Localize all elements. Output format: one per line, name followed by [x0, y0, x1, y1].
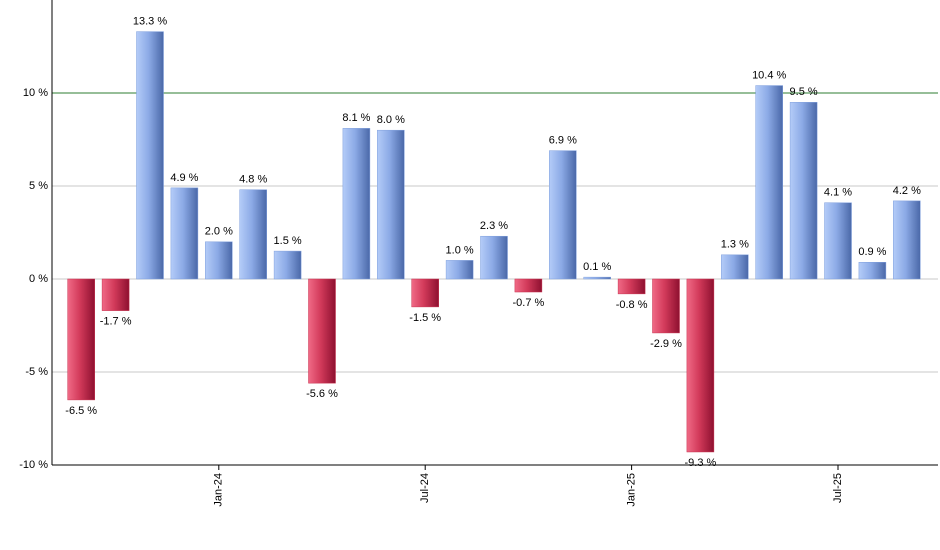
x-tick-label: Jul-25 — [832, 473, 844, 503]
data-label: 1.5 % — [274, 235, 302, 247]
bar — [342, 128, 371, 280]
bar — [67, 278, 95, 401]
data-label: 8.1 % — [342, 112, 370, 124]
data-label: 1.3 % — [721, 239, 749, 251]
data-label: 0.1 % — [583, 261, 611, 273]
bar — [170, 187, 199, 280]
data-label: -9.3 % — [685, 457, 717, 469]
bar — [652, 278, 680, 334]
data-label: 2.3 % — [480, 220, 508, 232]
data-label: 4.1 % — [824, 187, 852, 199]
data-label: -5.6 % — [306, 388, 338, 400]
y-tick-label: 5 % — [29, 180, 48, 192]
y-tick-label: 10 % — [23, 87, 48, 99]
data-label: 10.4 % — [752, 69, 786, 81]
bar — [411, 278, 439, 308]
data-label: 4.8 % — [239, 174, 267, 186]
x-tick-label: Jan-25 — [626, 473, 638, 507]
data-label: 8.0 % — [377, 114, 405, 126]
bar — [308, 278, 336, 384]
y-tick-label: 0 % — [29, 273, 48, 285]
y-tick-label: -10 % — [19, 459, 48, 471]
bar — [789, 102, 818, 280]
data-label: -2.9 % — [650, 338, 682, 350]
data-label: -6.5 % — [65, 405, 97, 417]
bar — [893, 200, 921, 280]
bar — [514, 278, 543, 293]
bar — [824, 202, 852, 280]
bar — [583, 276, 611, 280]
data-label: 13.3 % — [133, 16, 167, 28]
data-label: -1.7 % — [100, 316, 132, 328]
data-label: 4.2 % — [893, 185, 921, 197]
data-label: 0.9 % — [858, 246, 886, 258]
bar — [101, 278, 130, 311]
data-label: 6.9 % — [549, 135, 577, 147]
bar — [377, 129, 405, 280]
bar — [549, 150, 577, 280]
bar — [858, 262, 887, 280]
data-label: -0.8 % — [616, 299, 648, 311]
data-label: 9.5 % — [790, 86, 818, 98]
bar — [273, 250, 302, 280]
bar — [617, 278, 646, 295]
data-label: -0.7 % — [513, 297, 545, 309]
y-tick-label: -5 % — [25, 366, 48, 378]
x-tick-label: Jul-24 — [419, 473, 431, 503]
data-label: -1.5 % — [409, 312, 441, 324]
bar — [480, 235, 508, 280]
bar — [136, 31, 164, 280]
data-label: 1.0 % — [446, 244, 474, 256]
bar — [239, 189, 267, 280]
bar — [445, 260, 474, 280]
bar — [721, 254, 749, 280]
bar — [755, 85, 783, 280]
bar — [205, 241, 233, 280]
data-label: 4.9 % — [170, 172, 198, 184]
bar — [686, 278, 715, 453]
x-tick-label: Jan-24 — [213, 473, 225, 507]
data-label: 2.0 % — [205, 226, 233, 238]
